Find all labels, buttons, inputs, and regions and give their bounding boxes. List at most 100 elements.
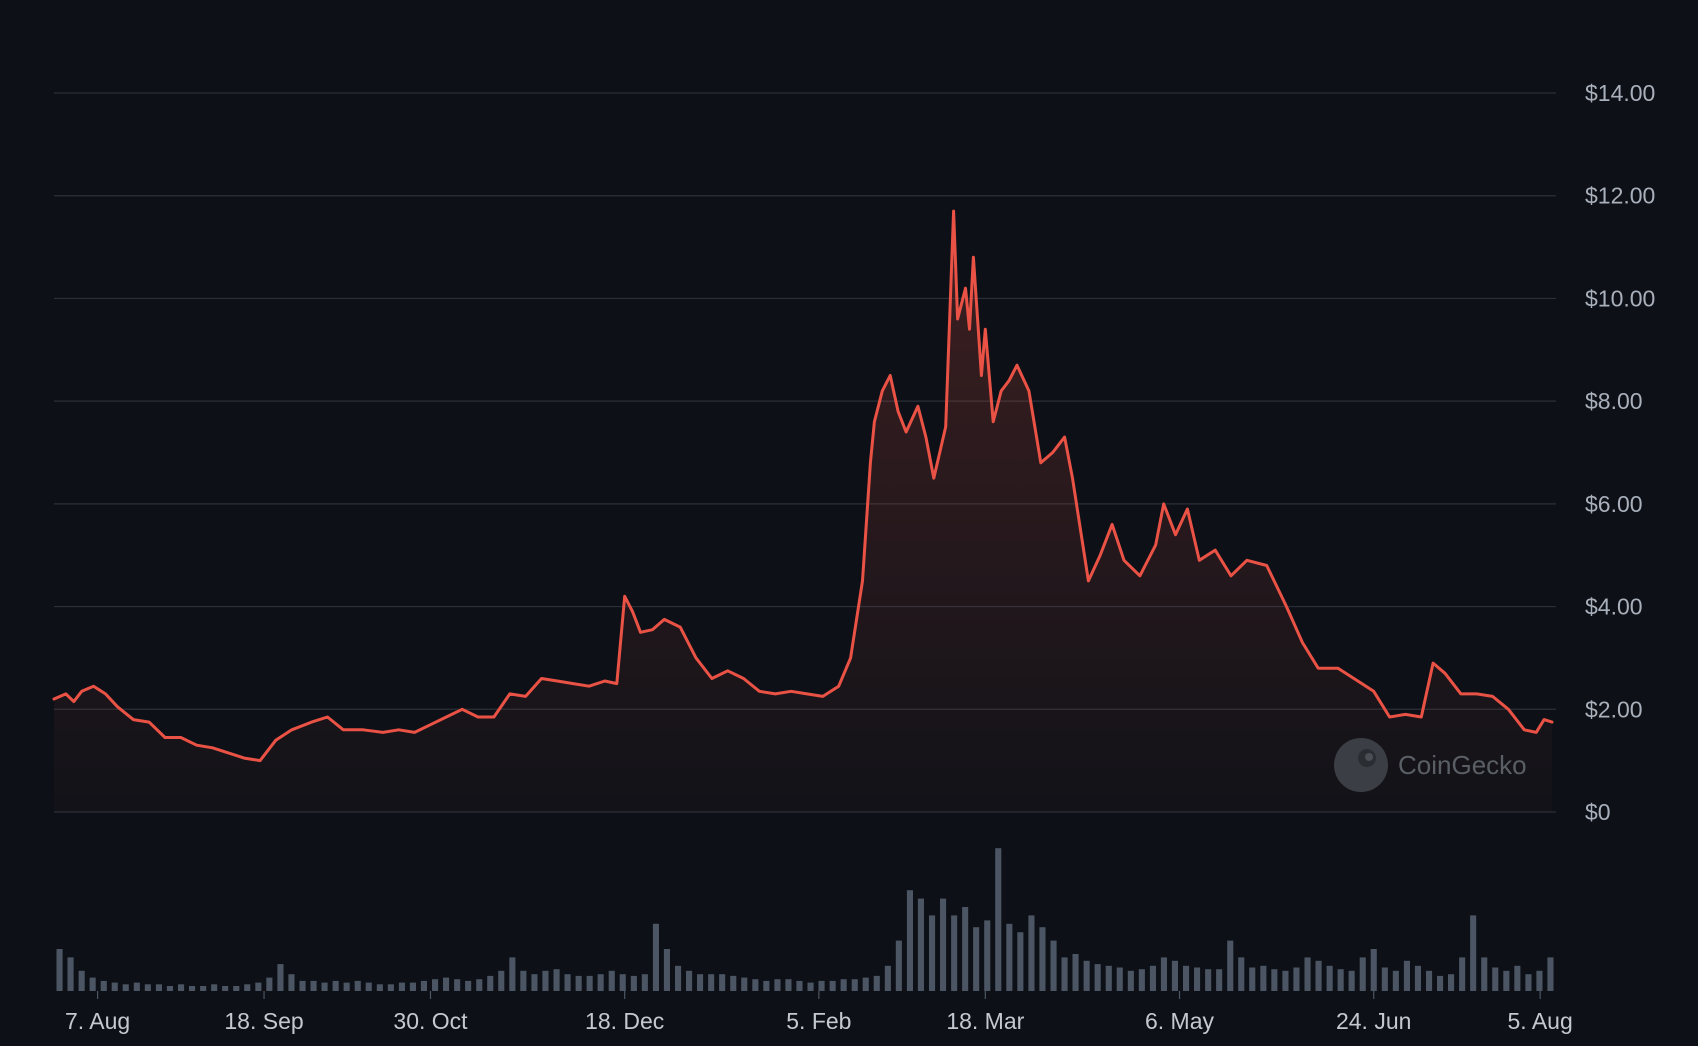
- volume-bar: [542, 970, 549, 991]
- volume-bar: [597, 974, 604, 991]
- volume-bar: [962, 907, 969, 991]
- volume-bar: [1304, 957, 1311, 991]
- volume-bar: [1271, 969, 1278, 991]
- volume-bar: [277, 964, 284, 991]
- volume-bar: [1492, 967, 1499, 991]
- volume-bar: [708, 974, 715, 991]
- y-tick-label: $0: [1585, 799, 1611, 825]
- volume-bar: [100, 980, 107, 991]
- volume-bar: [1392, 970, 1399, 991]
- volume-bar: [1481, 957, 1488, 991]
- volume-bar: [1227, 940, 1234, 991]
- volume-bar: [1183, 965, 1190, 991]
- x-tick-label: 24. Jun: [1336, 1008, 1411, 1034]
- volume-bar: [984, 920, 991, 991]
- price-area-fill: [54, 211, 1552, 813]
- volume-bar: [1194, 967, 1201, 991]
- volume-bar: [1337, 969, 1344, 991]
- volume-bar: [376, 984, 383, 991]
- volume-bar: [796, 980, 803, 991]
- volume-bar: [785, 979, 792, 991]
- x-tick-label: 7. Aug: [65, 1008, 130, 1034]
- volume-bar: [288, 974, 295, 991]
- volume-bar: [520, 970, 527, 991]
- x-tick-label: 6. May: [1145, 1008, 1215, 1034]
- volume-bar: [233, 986, 240, 991]
- volume-bar: [973, 927, 980, 991]
- volume-bar: [1006, 923, 1013, 991]
- volume-bar: [200, 986, 207, 991]
- volume-bar: [1072, 954, 1079, 991]
- price-series-line: [52, 209, 1554, 763]
- volume-bar: [564, 974, 571, 991]
- volume-bar: [1315, 960, 1322, 991]
- volume-bar: [1536, 970, 1543, 991]
- volume-bar: [266, 977, 273, 991]
- x-tick-label: 5. Aug: [1508, 1008, 1573, 1034]
- volume-bar: [310, 980, 317, 991]
- volume-bar: [575, 975, 582, 991]
- volume-bars: [56, 848, 1554, 991]
- x-tick-label: 30. Oct: [393, 1008, 468, 1034]
- volume-bar: [244, 984, 251, 991]
- volume-bar: [741, 977, 748, 991]
- price-area: [54, 211, 1552, 813]
- volume-bar: [1083, 960, 1090, 991]
- volume-bar: [929, 915, 936, 991]
- volume-bar: [420, 980, 427, 991]
- volume-bar: [409, 982, 416, 991]
- volume-bar: [630, 975, 637, 991]
- volume-bar: [1028, 915, 1035, 991]
- volume-bar: [155, 984, 162, 991]
- volume-bar: [851, 979, 858, 991]
- gecko-logo-icon: [1334, 738, 1388, 792]
- volume-bar: [553, 969, 560, 991]
- volume-bar: [763, 980, 770, 991]
- volume-bar: [498, 970, 505, 991]
- x-tick-label: 18. Dec: [585, 1008, 664, 1034]
- volume-bar: [133, 982, 140, 991]
- volume-bar: [895, 940, 902, 991]
- watermark-text: CoinGecko: [1398, 750, 1527, 780]
- volume-bar: [476, 979, 483, 991]
- volume-bar: [211, 984, 218, 991]
- volume-bar: [1414, 965, 1421, 991]
- y-tick-label: $14.00: [1585, 80, 1655, 106]
- volume-bar: [752, 979, 759, 991]
- volume-bar: [255, 982, 262, 991]
- volume-bar: [1116, 967, 1123, 991]
- volume-bar: [663, 949, 670, 991]
- x-tick-label: 18. Sep: [224, 1008, 303, 1034]
- volume-bar: [1426, 970, 1433, 991]
- volume-bar: [1370, 949, 1377, 991]
- volume-bar: [1127, 970, 1134, 991]
- volume-bar: [1216, 969, 1223, 991]
- price-line: [52, 209, 1554, 763]
- volume-bar: [862, 977, 869, 991]
- y-tick-label: $8.00: [1585, 388, 1643, 414]
- volume-bar: [1050, 940, 1057, 991]
- volume-bar: [1017, 932, 1024, 991]
- volume-bar: [1348, 970, 1355, 991]
- volume-bar: [1149, 965, 1156, 991]
- volume-bar: [586, 975, 593, 991]
- volume-bar: [906, 890, 913, 991]
- volume-bar: [774, 979, 781, 991]
- volume-bar: [1293, 967, 1300, 991]
- volume-bar: [56, 949, 63, 991]
- volume-bar: [343, 982, 350, 991]
- volume-bar: [1503, 970, 1510, 991]
- volume-bar: [608, 970, 615, 991]
- y-tick-label: $10.00: [1585, 285, 1655, 311]
- volume-bar: [807, 982, 814, 991]
- volume-bar: [432, 979, 439, 991]
- volume-bar: [465, 980, 472, 991]
- coingecko-watermark: CoinGecko: [1334, 738, 1527, 792]
- volume-bar: [1249, 967, 1256, 991]
- volume-bar: [1160, 957, 1167, 991]
- volume-bar: [332, 980, 339, 991]
- volume-bar: [354, 980, 361, 991]
- volume-bar: [1381, 967, 1388, 991]
- volume-bar: [531, 974, 538, 991]
- volume-bar: [840, 979, 847, 991]
